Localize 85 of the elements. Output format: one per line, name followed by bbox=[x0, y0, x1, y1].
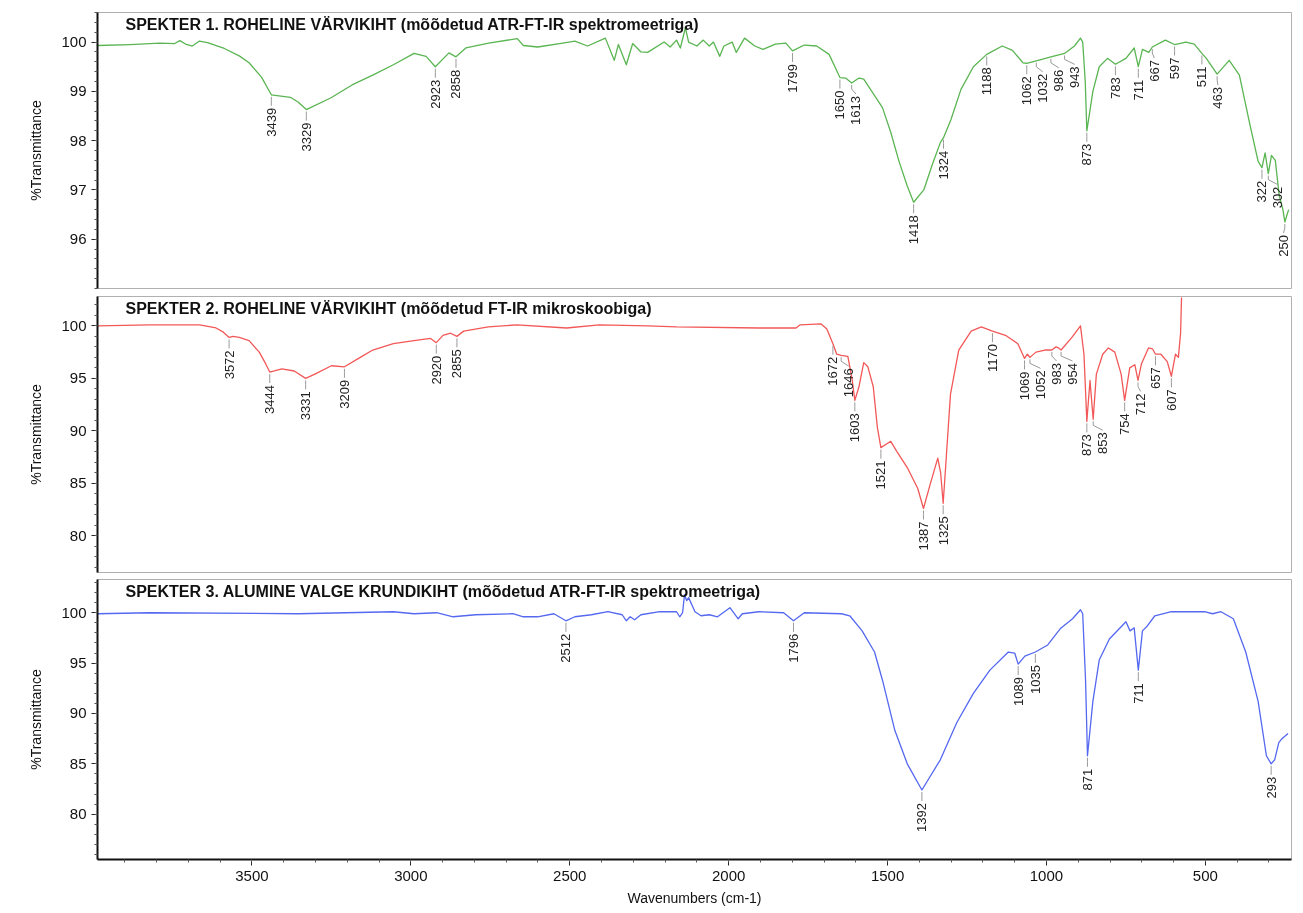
annotation: 1170 bbox=[984, 344, 1000, 373]
annotation: 3439 bbox=[263, 107, 279, 137]
annotation: 250 bbox=[1276, 234, 1291, 257]
annotation: 657 bbox=[1147, 367, 1163, 389]
x-tick-label: 2500 bbox=[553, 866, 587, 884]
annotation: 1032 bbox=[1035, 73, 1051, 103]
y-tick-label: 80 bbox=[69, 526, 87, 544]
annotation: 1613 bbox=[848, 95, 864, 125]
annotation: 712 bbox=[1133, 393, 1149, 416]
y-tick-label: 95 bbox=[69, 369, 87, 387]
chart-title: SPEKTER 2. ROHELINE VÄRVIKIHT (mõõdetud FT-IR mikroskoobiga) bbox=[125, 299, 652, 317]
annotation: 2512 bbox=[558, 633, 574, 663]
annotation: 302 bbox=[1270, 186, 1286, 209]
annotation: 597 bbox=[1167, 57, 1183, 80]
annotation: 1392 bbox=[914, 803, 930, 832]
annotation: 3572 bbox=[221, 350, 237, 380]
x-axis-title: Wavenumbers (cm-1) bbox=[627, 889, 762, 906]
annotation: 1052 bbox=[1033, 370, 1049, 400]
annotation: 943 bbox=[1067, 66, 1083, 89]
y-tick-label: 95 bbox=[69, 654, 87, 672]
x-tick-label: 1000 bbox=[1029, 866, 1064, 884]
annotation: 1062 bbox=[1019, 76, 1035, 106]
annotation: 1418 bbox=[906, 215, 922, 245]
y-axis-title: %Transmittance bbox=[28, 668, 45, 770]
annotation: 1324 bbox=[936, 150, 951, 180]
annotation: 711 bbox=[1130, 79, 1146, 101]
annotation: 3331 bbox=[298, 391, 314, 421]
y-axis-title: %Transmittance bbox=[28, 383, 45, 485]
annotation: 2920 bbox=[428, 355, 444, 385]
annotation: 1799 bbox=[785, 63, 801, 93]
annotation: 1089 bbox=[1010, 677, 1026, 707]
y-tick-label: 100 bbox=[61, 603, 87, 621]
annotation: 3444 bbox=[262, 385, 278, 414]
y-axis-title: %Transmittance bbox=[28, 99, 45, 201]
annotation: 871 bbox=[1079, 768, 1095, 791]
x-tick-label: 2000 bbox=[711, 866, 746, 884]
y-tick-label: 100 bbox=[61, 33, 87, 51]
annotation: 873 bbox=[1079, 434, 1095, 457]
annotation: 983 bbox=[1049, 363, 1065, 385]
x-tick-label: 500 bbox=[1192, 866, 1218, 884]
annotation: 2855 bbox=[449, 349, 465, 379]
annotation: 463 bbox=[1210, 87, 1226, 109]
annotation: 1796 bbox=[786, 633, 801, 663]
annotation: 954 bbox=[1065, 363, 1081, 385]
y-tick-label: 96 bbox=[69, 230, 87, 248]
annotation: 711 bbox=[1130, 683, 1146, 704]
annotation: 2923 bbox=[427, 79, 443, 109]
x-tick-label: 3000 bbox=[394, 866, 428, 884]
y-tick-label: 90 bbox=[69, 704, 87, 722]
annotation: 1646 bbox=[841, 368, 857, 398]
y-tick-label: 90 bbox=[69, 421, 87, 439]
annotation: 754 bbox=[1117, 413, 1133, 436]
annotation: 607 bbox=[1163, 389, 1179, 411]
y-tick-label: 97 bbox=[69, 180, 87, 198]
line-series bbox=[97, 296, 1183, 510]
chart-title: SPEKTER 3. ALUMINE VALGE KRUNDIKIHT (mõõdetud ATR-FT-IR spektromeetriga) bbox=[125, 582, 761, 600]
y-tick-label: 80 bbox=[69, 805, 87, 823]
y-tick-label: 85 bbox=[69, 754, 87, 772]
annotation: 322 bbox=[1254, 180, 1270, 203]
annotation: 293 bbox=[1263, 776, 1279, 799]
annotation: 853 bbox=[1095, 432, 1111, 454]
annotation: 667 bbox=[1146, 59, 1162, 82]
annotation: 1650 bbox=[832, 90, 848, 120]
annotation: 2858 bbox=[448, 69, 464, 99]
annotation: 1188 bbox=[979, 67, 995, 96]
x-tick-label: 1500 bbox=[870, 866, 905, 884]
annotation: 1069 bbox=[1017, 371, 1033, 401]
y-tick-label: 99 bbox=[69, 82, 87, 100]
y-tick-label: 100 bbox=[61, 316, 87, 334]
annotation: 873 bbox=[1079, 143, 1095, 166]
annotation: 986 bbox=[1051, 69, 1067, 92]
chart-title: SPEKTER 1. ROHELINE VÄRVIKIHT (mõõdetud ATR-FT-IR spektromeetriga) bbox=[125, 15, 699, 33]
annotation: 1387 bbox=[915, 521, 931, 551]
annotation: 1672 bbox=[825, 356, 841, 386]
x-tick-label: 3500 bbox=[235, 866, 269, 884]
annotation: 511 bbox=[1194, 66, 1210, 88]
y-tick-label: 85 bbox=[69, 474, 87, 492]
annotation: 3209 bbox=[336, 379, 352, 409]
annotation: 1035 bbox=[1027, 665, 1043, 694]
annotation: 783 bbox=[1107, 77, 1123, 99]
annotation: 1325 bbox=[935, 516, 951, 546]
annotation: 1603 bbox=[847, 413, 863, 443]
annotation: 1521 bbox=[873, 460, 889, 490]
y-tick-label: 98 bbox=[69, 131, 87, 149]
annotation: 3329 bbox=[298, 122, 314, 152]
